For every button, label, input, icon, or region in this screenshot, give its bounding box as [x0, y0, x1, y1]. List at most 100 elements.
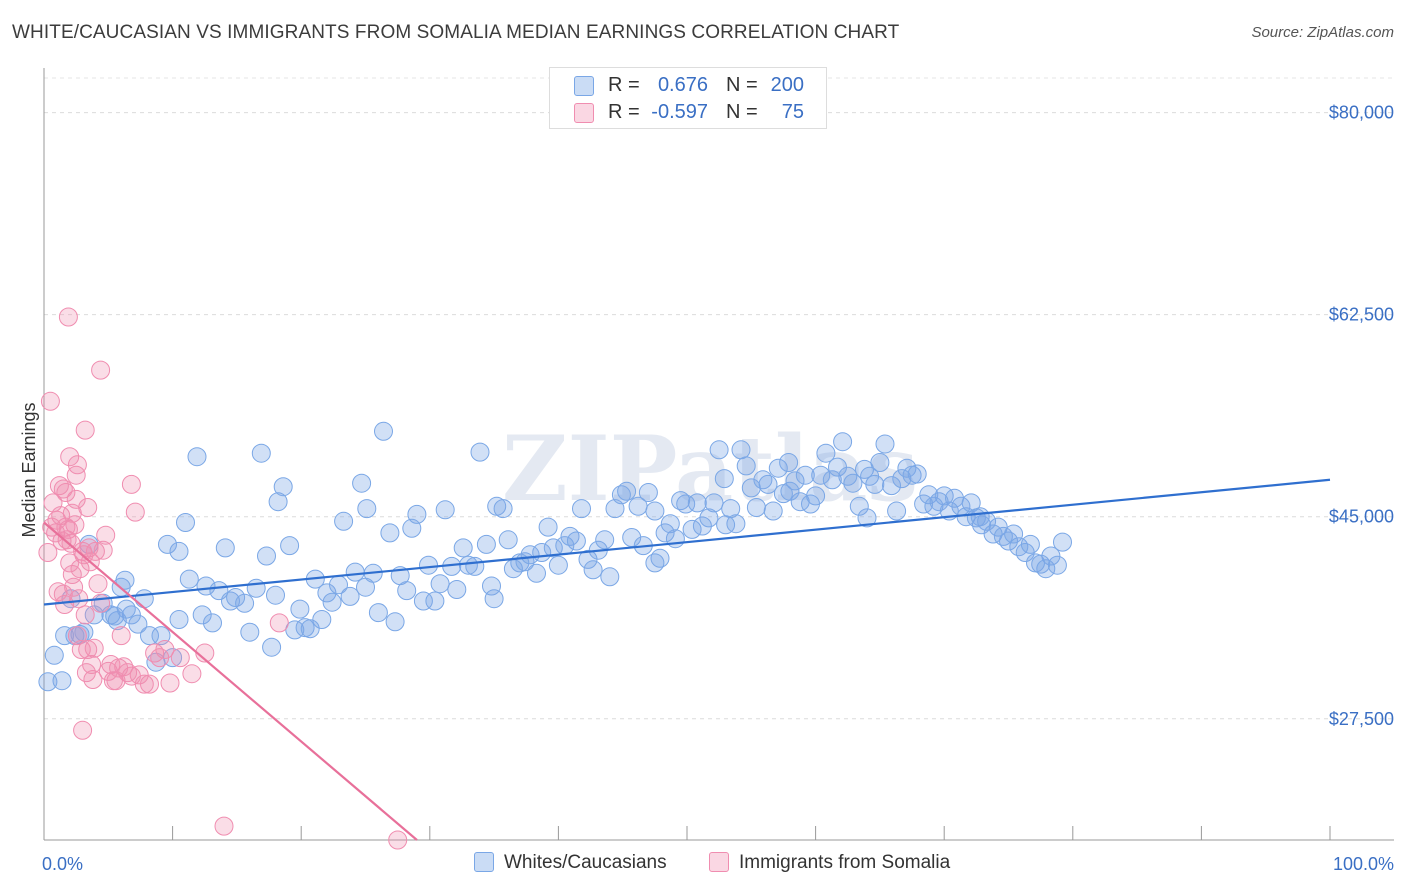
point-somalia [62, 503, 82, 523]
y-tick-labels: $27,500 $45,000 $62,500 $80,000 [1329, 103, 1394, 729]
series-immigrants-from-somalia [38, 307, 408, 850]
point-whites [892, 469, 912, 489]
r-label: R = [608, 101, 640, 123]
point-whites [543, 538, 563, 558]
point-somalia [125, 502, 145, 522]
stats-row-somalia: R = -0.597 N = 75 [550, 99, 826, 127]
point-whites [780, 481, 800, 501]
point-whites [121, 605, 141, 625]
point-whites [970, 507, 990, 527]
point-whites [470, 442, 490, 462]
point-whites [682, 519, 702, 539]
point-whites [849, 496, 869, 516]
point-whites [235, 593, 255, 613]
point-whites [482, 576, 501, 596]
trend-line-whites [43, 478, 1331, 606]
point-somalia [83, 670, 103, 689]
point-somalia [75, 605, 95, 625]
point-whites [1053, 532, 1072, 552]
point-whites [357, 499, 377, 519]
point-somalia [155, 640, 175, 659]
point-whites [176, 513, 195, 532]
legend: Whites/Caucasians Immigrants from Somali… [0, 850, 1406, 880]
r-value: -0.597 [651, 101, 708, 123]
point-whites [215, 538, 235, 558]
point-whites [447, 580, 467, 599]
point-whites [785, 471, 805, 491]
point-whites [169, 541, 189, 561]
point-whites [758, 474, 778, 494]
point-somalia [84, 638, 104, 658]
point-whites [806, 486, 826, 506]
y-tick-label: $27,500 [1329, 709, 1394, 729]
point-somalia [170, 648, 190, 668]
point-whites [611, 485, 631, 505]
point-whites [38, 672, 58, 692]
point-somalia [93, 540, 113, 560]
point-whites [203, 613, 222, 633]
point-whites [645, 553, 665, 573]
point-somalia [73, 720, 93, 740]
point-somalia [269, 613, 289, 633]
point-somalia [69, 589, 89, 609]
point-somalia [38, 543, 58, 562]
legend-swatch-whites [474, 852, 494, 872]
point-whites [741, 478, 761, 498]
point-whites [746, 498, 766, 517]
point-whites [763, 501, 783, 521]
point-whites [425, 591, 445, 611]
y-tick-label: $62,500 [1329, 305, 1394, 325]
point-whites [52, 671, 72, 691]
point-whites [413, 591, 433, 611]
point-whites [870, 453, 890, 472]
point-whites [419, 555, 438, 575]
point-whites [699, 508, 719, 528]
legend-label-whites: Whites/Caucasians [504, 852, 667, 873]
point-whites [961, 493, 981, 513]
point-whites [714, 469, 734, 489]
point-whites [196, 576, 216, 596]
point-whites [453, 538, 473, 558]
point-somalia [121, 474, 141, 494]
point-somalia [111, 626, 131, 646]
point-somalia [53, 479, 73, 499]
point-whites [192, 605, 212, 625]
point-somalia [60, 447, 80, 467]
point-whites [919, 485, 939, 505]
point-whites [340, 586, 360, 606]
point-whites [665, 529, 685, 549]
point-whites [538, 517, 558, 537]
point-whites [345, 562, 365, 582]
point-whites [857, 508, 877, 528]
y-axis-label: Median Earnings [19, 402, 39, 537]
point-somalia [118, 663, 138, 683]
point-whites [268, 492, 288, 512]
point-whites [520, 545, 540, 565]
point-somalia [60, 553, 80, 573]
point-whites [843, 473, 863, 493]
point-whites [1004, 524, 1024, 544]
point-whites [374, 421, 393, 441]
trend-lines [43, 478, 1331, 841]
point-whites [397, 581, 417, 601]
point-whites [163, 648, 183, 668]
point-whites [44, 645, 64, 665]
point-whites [736, 456, 756, 476]
point-whites [322, 592, 342, 612]
n-label: N = [726, 74, 758, 96]
point-somalia [182, 664, 202, 684]
n-value: 75 [781, 101, 804, 123]
point-whites [731, 440, 751, 460]
point-somalia [64, 577, 84, 597]
point-whites [822, 470, 842, 490]
point-whites [385, 612, 405, 632]
point-somalia [134, 674, 154, 694]
point-whites [476, 534, 496, 554]
n-value: 200 [770, 74, 804, 96]
point-somalia [48, 582, 68, 602]
point-whites [407, 504, 427, 524]
point-somalia [55, 595, 75, 614]
point-whites [158, 534, 177, 554]
point-whites [572, 499, 591, 519]
point-somalia [66, 465, 86, 485]
